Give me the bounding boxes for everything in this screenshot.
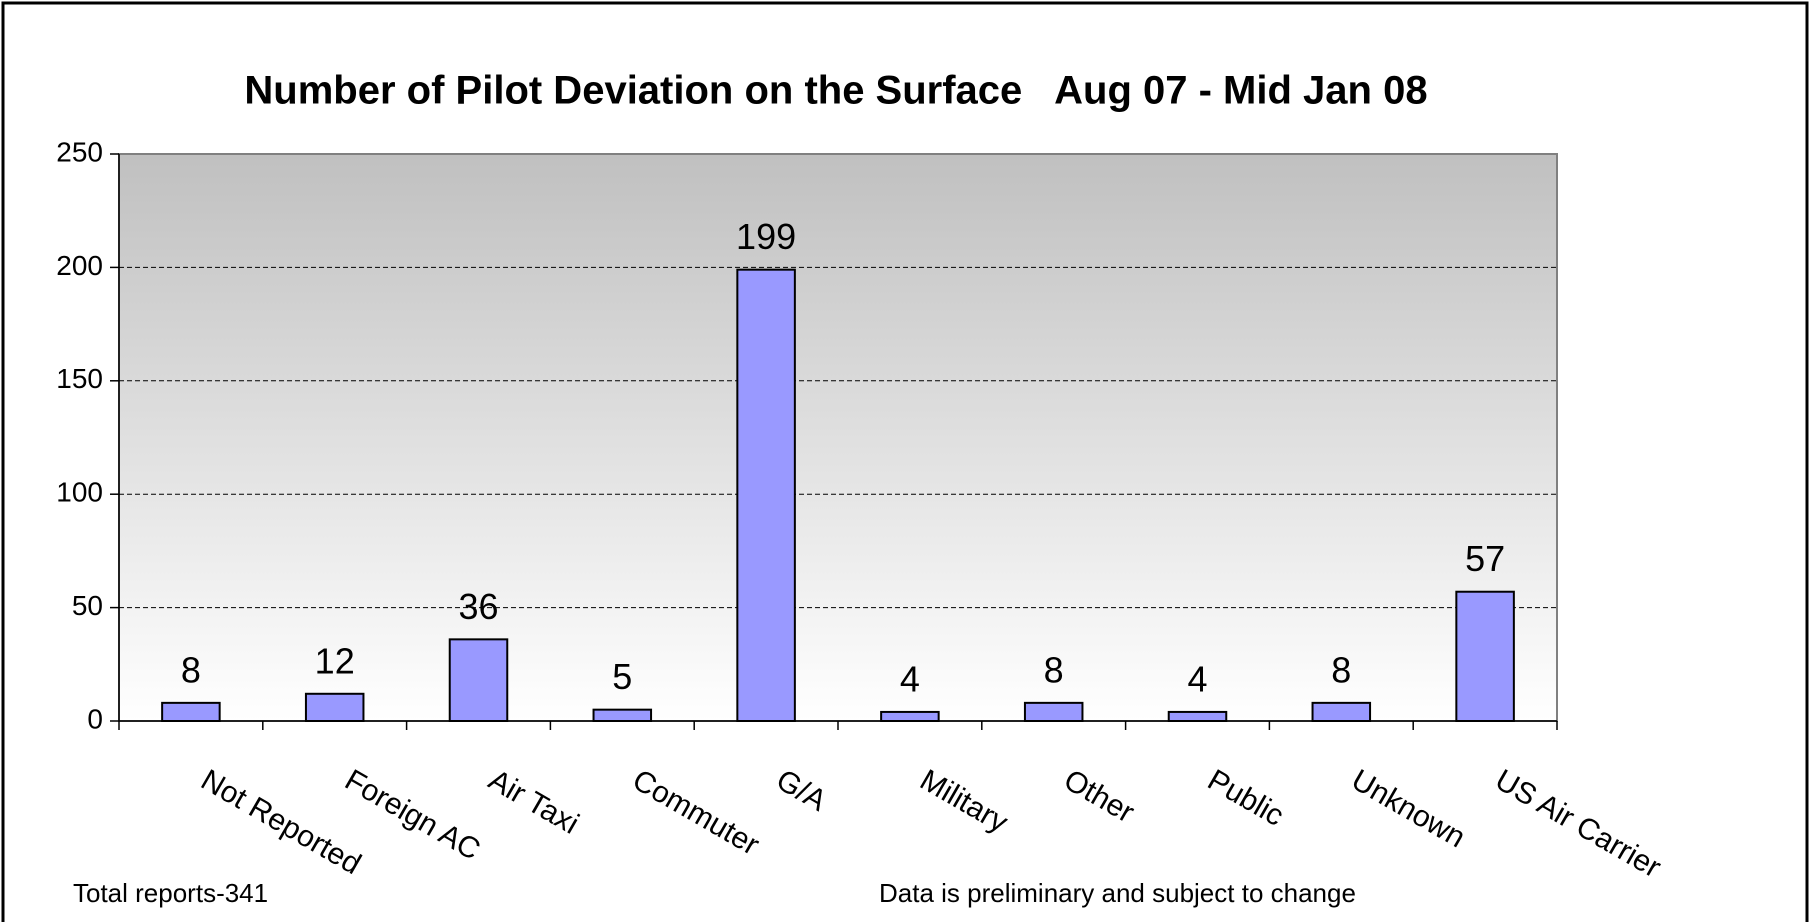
data-label: 8 [181, 649, 201, 690]
data-label: 4 [1187, 658, 1207, 699]
data-label: 4 [900, 658, 920, 699]
bar [448, 638, 509, 722]
footnote: Total reports-341 [73, 878, 268, 908]
bar [736, 268, 796, 722]
y-tick-label: 50 [72, 590, 103, 621]
y-tick-label: 250 [56, 136, 103, 167]
bar [880, 710, 940, 722]
footnote: Data is preliminary and subject to chang… [879, 878, 1356, 908]
data-label: 199 [736, 216, 796, 257]
bar [1455, 590, 1515, 722]
x-tick-label: Not Reported [195, 763, 366, 881]
bar [304, 692, 365, 722]
data-label: 12 [315, 640, 355, 681]
data-label: 36 [458, 586, 498, 627]
plot-area [118, 153, 1558, 722]
bar [1023, 701, 1084, 723]
x-tick-label: Other [1058, 763, 1139, 829]
bar [592, 708, 653, 722]
x-tick-label: Unknown [1346, 763, 1471, 854]
y-tick-label: 200 [56, 250, 103, 281]
bar [161, 701, 221, 723]
x-tick-label: Military [914, 763, 1013, 839]
x-tick-label: Air Taxi [483, 763, 584, 840]
y-tick-label: 150 [56, 363, 103, 394]
bar [1311, 701, 1372, 723]
x-tick-label: US Air Carrier [1490, 763, 1667, 884]
data-label: 57 [1465, 538, 1505, 579]
data-label: 8 [1331, 649, 1351, 690]
y-tick-label: 0 [87, 703, 103, 734]
bar [1167, 710, 1228, 722]
x-tick-label: G/A [771, 763, 832, 817]
x-tick-label: Public [1202, 763, 1289, 832]
chart-title: Number of Pilot Deviation on the Surface… [244, 69, 1427, 113]
y-tick-label: 100 [56, 477, 103, 508]
data-label: 8 [1044, 649, 1064, 690]
data-label: 5 [612, 656, 632, 697]
x-tick-label: Commuter [627, 763, 765, 862]
